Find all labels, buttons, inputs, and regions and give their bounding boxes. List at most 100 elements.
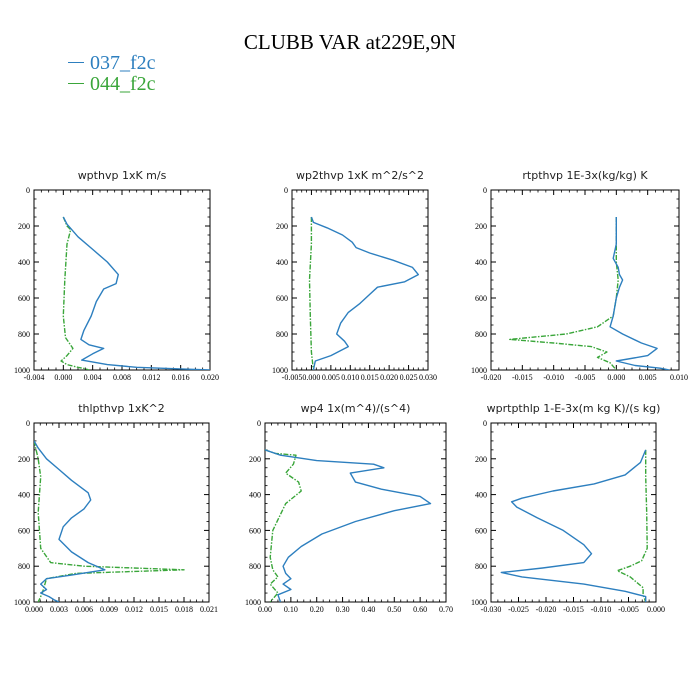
y-tick-label: 800 <box>249 562 261 571</box>
x-tick-label: 0.20 <box>310 605 324 614</box>
legend-label-037: 037_f2c <box>90 52 156 74</box>
y-tick-label: 800 <box>475 562 487 571</box>
x-tick-label: -0.020 <box>481 373 502 382</box>
series-line-037_f2c <box>310 216 419 370</box>
y-tick-label: 600 <box>249 526 261 535</box>
y-tick-label: 200 <box>249 455 261 464</box>
panel-title: wprtpthlp 1-E-3x(m kg K)/(s kg) <box>487 402 661 415</box>
y-tick-label: 400 <box>276 258 288 267</box>
x-tick-label: 0.010 <box>670 373 688 382</box>
panel-frame <box>33 189 211 371</box>
x-tick-label: 0.010 <box>341 373 359 382</box>
panel-4: wp4 1x(m^4)/(s^4) 0.00 0.10 0.20 0.30 0.40 0.5… <box>245 402 453 614</box>
y-tick-label: 0 <box>26 419 30 428</box>
x-tick-label: 0.030 <box>419 373 437 382</box>
y-tick-label: 200 <box>276 222 288 231</box>
y-tick-label: 1000 <box>245 598 261 607</box>
y-tick-label: 600 <box>18 294 30 303</box>
y-tick-label: 800 <box>276 330 288 339</box>
x-tick-label: 0.015 <box>150 605 168 614</box>
x-tick-label: 0.005 <box>322 373 340 382</box>
series-line-037_f2c <box>265 449 432 602</box>
x-tick-label: -0.005 <box>282 373 303 382</box>
series-line-044_f2c <box>616 449 648 602</box>
panel-3: thlpthvp 1xK^2 0.000 0.003 0.006 0.009 0.012 0… <box>14 402 218 614</box>
y-tick-label: 1000 <box>471 598 487 607</box>
x-tick-label: 0.70 <box>439 605 453 614</box>
page-title: CLUBB VAR at229E,9N <box>243 30 457 54</box>
y-tick-label: 600 <box>276 294 288 303</box>
panel-5: wprtpthlp 1-E-3x(m kg K)/(s kg) -0.030 -0.… <box>471 402 665 614</box>
x-tick-label: -0.010 <box>543 373 564 382</box>
panel-1: wp2thvp 1xK m^2/s^2 -0.005 0.000 0.005 0.010… <box>272 169 437 382</box>
legend-entry-037: 037_f2c <box>68 52 156 75</box>
y-tick-label: 1000 <box>14 366 30 375</box>
series-line-044_f2c <box>60 216 90 370</box>
y-tick-label: 1000 <box>272 366 288 375</box>
y-tick-label: 400 <box>18 258 30 267</box>
legend-label-044: 044_f2c <box>90 73 156 95</box>
x-tick-label: 0.000 <box>607 373 625 382</box>
panel-title: wpthvp 1xK m/s <box>78 169 167 182</box>
x-tick-label: 0.009 <box>100 605 118 614</box>
series-line-037_f2c <box>609 217 670 370</box>
series-line-044_f2c <box>265 449 302 602</box>
x-tick-label: 0.008 <box>113 373 131 382</box>
x-tick-label: -0.015 <box>563 605 584 614</box>
panel-title: rtpthvp 1E-3x(kg/kg) K <box>522 169 648 182</box>
y-tick-label: 200 <box>475 455 487 464</box>
x-tick-label: 0.020 <box>380 373 398 382</box>
x-tick-label: 0.015 <box>361 373 379 382</box>
y-tick-label: 400 <box>475 258 487 267</box>
panel-frame <box>490 189 680 371</box>
x-tick-label: -0.030 <box>481 605 502 614</box>
legend-swatch-044 <box>68 82 84 84</box>
y-tick-label: 1000 <box>471 366 487 375</box>
x-tick-label: 0.025 <box>400 373 418 382</box>
x-tick-label: -0.010 <box>591 605 612 614</box>
x-tick-label: 0.005 <box>639 373 657 382</box>
x-tick-label: 0.020 <box>201 373 219 382</box>
y-tick-label: 600 <box>18 526 30 535</box>
x-tick-label: 0.40 <box>361 605 375 614</box>
series-line-044_f2c <box>509 217 619 370</box>
x-tick-label: 0.018 <box>175 605 193 614</box>
y-tick-label: 400 <box>18 491 30 500</box>
series-line-044_f2c <box>34 440 185 602</box>
x-tick-label: 0.004 <box>84 373 102 382</box>
x-tick-label: 0.006 <box>75 605 93 614</box>
x-tick-label: 0.021 <box>200 605 218 614</box>
y-tick-label: 0 <box>483 186 487 195</box>
x-tick-label: 0.003 <box>50 605 68 614</box>
series-line-044_f2c <box>308 217 315 370</box>
x-tick-label: 0.000 <box>647 605 665 614</box>
panel-frame <box>33 422 210 603</box>
panel-title: thlpthvp 1xK^2 <box>78 402 165 415</box>
y-tick-label: 600 <box>475 526 487 535</box>
x-tick-label: 0.012 <box>142 373 160 382</box>
y-tick-label: 400 <box>475 491 487 500</box>
y-tick-label: 200 <box>18 222 30 231</box>
panel-0: wpthvp 1xK m/s -0.004 0.000 0.004 0.008 0.012… <box>14 169 219 382</box>
x-tick-label: -0.015 <box>512 373 533 382</box>
y-tick-label: 800 <box>18 330 30 339</box>
panel-2: rtpthvp 1E-3x(kg/kg) K -0.020 -0.015 -0.010… <box>471 169 688 382</box>
y-tick-label: 0 <box>483 419 487 428</box>
y-tick-label: 200 <box>18 455 30 464</box>
x-tick-label: 0.30 <box>336 605 350 614</box>
x-tick-label: 0.00 <box>258 605 272 614</box>
y-tick-label: 400 <box>249 491 261 500</box>
x-tick-label: 0.000 <box>302 373 320 382</box>
x-tick-label: 0.012 <box>125 605 143 614</box>
legend-entry-044: 044_f2c <box>68 73 156 96</box>
x-tick-label: 0.000 <box>25 605 43 614</box>
y-tick-label: 0 <box>257 419 261 428</box>
series-line-037_f2c <box>34 440 106 602</box>
y-tick-label: 800 <box>18 562 30 571</box>
x-tick-label: 0.60 <box>413 605 427 614</box>
x-tick-label: -0.005 <box>618 605 639 614</box>
y-tick-label: 800 <box>475 330 487 339</box>
y-tick-label: 1000 <box>14 598 30 607</box>
legend-swatch-037 <box>68 61 84 63</box>
